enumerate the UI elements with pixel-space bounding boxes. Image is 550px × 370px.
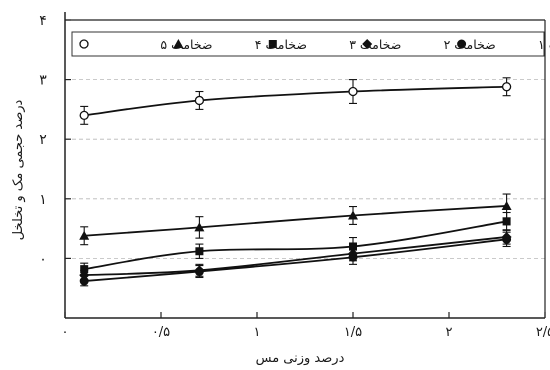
y-tick-label: ۴ [39,13,47,29]
series [79,77,512,125]
y-axis-label: درصد حجمی مک و تخلخل [11,99,26,240]
x-tick-label: ١/۵ [344,325,362,340]
series-group [79,77,512,287]
series-line [84,238,507,282]
data-point [501,82,512,92]
series [79,229,512,281]
data-point [194,265,205,276]
legend-label: ضخامت ۴ [255,37,307,52]
data-point [362,39,373,49]
y-tick-label: ٠ [39,251,47,267]
x-tick-label: ٠/۵ [152,325,170,340]
data-point [348,210,358,220]
y-tick-label: ٢ [39,132,47,148]
x-tick-label: ١ [254,325,261,340]
legend-label: ضخامت ٢ [444,37,496,52]
series-line [84,220,507,271]
series-line [84,205,507,237]
series-line [84,85,507,117]
legend-label: ضخامت ١ [538,37,550,52]
data-point [501,231,512,242]
data-point [194,95,205,106]
data-point [501,200,512,210]
legend-label: ضخامت ۵ [160,37,212,52]
y-tick-label: ٣ [39,73,47,89]
series-line [84,236,507,276]
x-tick-label: ٢ [446,325,453,340]
data-point [457,39,467,49]
data-point [195,247,204,256]
data-point [80,265,89,274]
data-point [349,242,357,251]
data-point [502,217,511,226]
y-tick-label: ١ [39,192,47,208]
x-tick-label: ٢/۵ [536,325,550,340]
data-point [79,230,90,240]
data-point [79,39,89,49]
series [80,211,511,276]
series [79,193,512,246]
data-point [173,39,184,48]
legend: ضخامت ١ ضخامت ٢ ضخامت ٣ ضخامت ۴ ضخامت ۵ [71,31,550,57]
x-axis-label: درصد وزنی مس [256,351,345,366]
data-point [194,222,205,232]
x-tick-label: ٠ [62,325,69,340]
legend-label: ضخامت ٣ [349,37,401,52]
ticks: ٠ ٠/۵ ١ ١/۵ ٢ ٢/۵ ٠ ١ ٢ ٣ ۴ [39,13,550,340]
axes [64,12,546,319]
data-point [79,110,89,121]
data-point [268,40,277,48]
data-point [348,86,358,97]
